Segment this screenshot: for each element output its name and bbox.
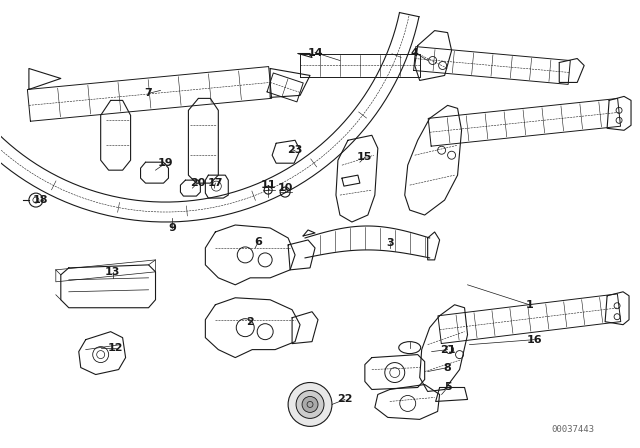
Text: 18: 18 xyxy=(33,195,49,205)
Text: 6: 6 xyxy=(254,237,262,247)
Text: 12: 12 xyxy=(108,343,124,353)
Text: 22: 22 xyxy=(337,394,353,405)
Text: 5: 5 xyxy=(444,383,451,392)
Text: 17: 17 xyxy=(207,178,223,188)
Text: 19: 19 xyxy=(157,158,173,168)
Text: 2: 2 xyxy=(246,317,254,327)
Text: 7: 7 xyxy=(145,88,152,99)
Text: 9: 9 xyxy=(168,223,177,233)
Circle shape xyxy=(302,396,318,413)
Circle shape xyxy=(288,383,332,426)
Text: 3: 3 xyxy=(386,238,394,248)
Text: 13: 13 xyxy=(105,267,120,277)
Text: 21: 21 xyxy=(440,345,455,355)
Text: 4: 4 xyxy=(411,47,419,57)
Text: 00037443: 00037443 xyxy=(551,425,594,435)
Text: 23: 23 xyxy=(287,145,303,155)
Text: 1: 1 xyxy=(525,300,533,310)
Text: 11: 11 xyxy=(260,180,276,190)
Text: 15: 15 xyxy=(357,152,372,162)
Text: 14: 14 xyxy=(307,47,323,57)
Text: 10: 10 xyxy=(277,183,292,193)
Text: 8: 8 xyxy=(444,362,451,373)
Text: 20: 20 xyxy=(189,178,205,188)
Circle shape xyxy=(296,391,324,418)
Text: 16: 16 xyxy=(527,335,542,345)
